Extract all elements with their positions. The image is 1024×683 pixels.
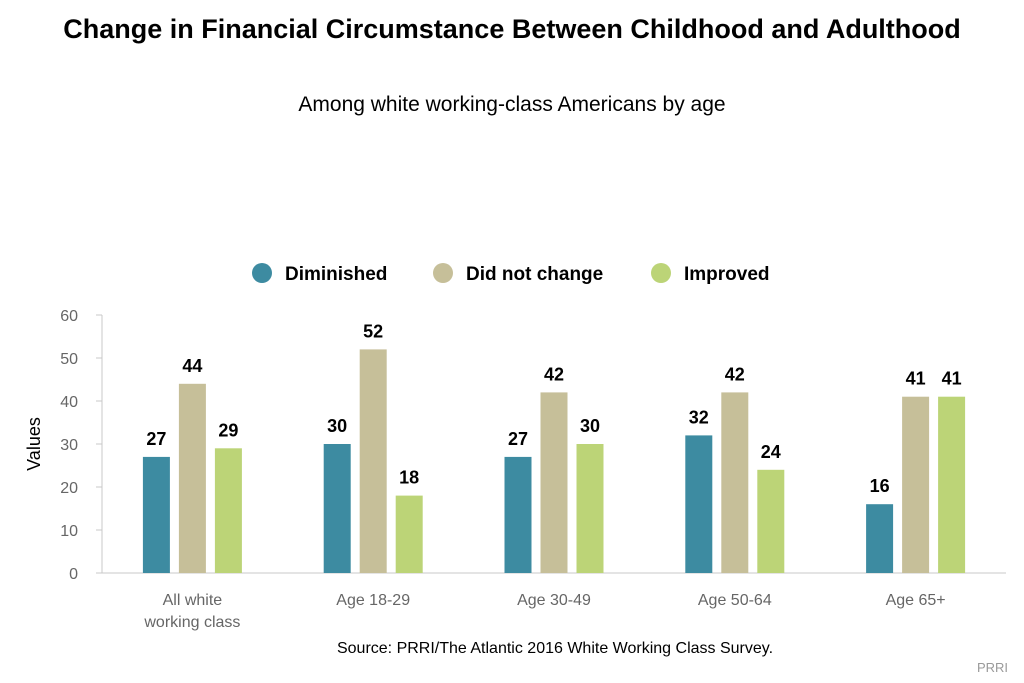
bar [178, 383, 206, 573]
y-tick-label: 40 [60, 394, 78, 411]
x-tick-label: Age 18-29 [336, 592, 410, 609]
data-label: 44 [182, 356, 202, 376]
legend-marker [252, 263, 272, 283]
legend-marker [433, 263, 453, 283]
bars: 27 44 29 30 52 18 27 42 30 32 42 24 16 41 41 [142, 321, 966, 573]
bar [938, 396, 966, 573]
data-label: 29 [218, 420, 238, 440]
chart-title: Change in Financial Circumstance Between… [63, 14, 961, 44]
bar [323, 444, 351, 573]
data-label: 32 [689, 407, 709, 427]
data-label: 41 [906, 369, 926, 389]
data-label: 42 [544, 364, 564, 384]
x-tick-label: Age 30-49 [517, 592, 591, 609]
bar [359, 349, 387, 573]
data-label: 16 [870, 476, 890, 496]
y-axis-label: Values [24, 417, 44, 471]
source-note: Source: PRRI/The Atlantic 2016 White Wor… [336, 640, 774, 657]
data-label: 24 [761, 442, 781, 462]
data-label: 27 [146, 429, 166, 449]
bar [902, 396, 930, 573]
legend-label: Improved [684, 264, 770, 285]
data-label: 30 [580, 416, 600, 436]
legend: Diminished Did not change Improved [252, 263, 770, 285]
bar [142, 456, 170, 573]
bar [685, 435, 713, 573]
data-label: 52 [363, 321, 383, 341]
data-label: 42 [725, 364, 745, 384]
chart-subtitle: Among white working-class Americans by a… [298, 93, 726, 116]
data-label: 27 [508, 429, 528, 449]
x-tick-label: Age 65+ [886, 592, 946, 609]
y-tick-label: 0 [69, 566, 78, 583]
bar [504, 456, 532, 573]
y-tick-label: 20 [60, 480, 78, 497]
legend-label: Diminished [285, 264, 387, 285]
bar [721, 392, 749, 573]
data-label: 41 [942, 369, 962, 389]
bar [395, 495, 423, 573]
bar [866, 504, 894, 573]
legend-marker [651, 263, 671, 283]
y-tick-label: 10 [60, 523, 78, 540]
data-label: 18 [399, 468, 419, 488]
bar [214, 448, 242, 573]
credit-logo: PRRI [976, 660, 1008, 675]
bar [576, 444, 604, 573]
y-tick-label: 60 [60, 308, 78, 325]
axes: 0 10 20 30 40 50 60 Values All white working clas… [24, 308, 1006, 631]
y-tick-label: 30 [60, 437, 78, 454]
x-tick-label: Age 50-64 [698, 592, 772, 609]
data-label: 30 [327, 416, 347, 436]
bar [540, 392, 568, 573]
x-tick-label: working class [143, 614, 240, 631]
x-tick-label: All white [163, 592, 223, 609]
legend-label: Did not change [466, 264, 603, 285]
y-tick-label: 50 [60, 351, 78, 368]
bar [757, 469, 785, 573]
